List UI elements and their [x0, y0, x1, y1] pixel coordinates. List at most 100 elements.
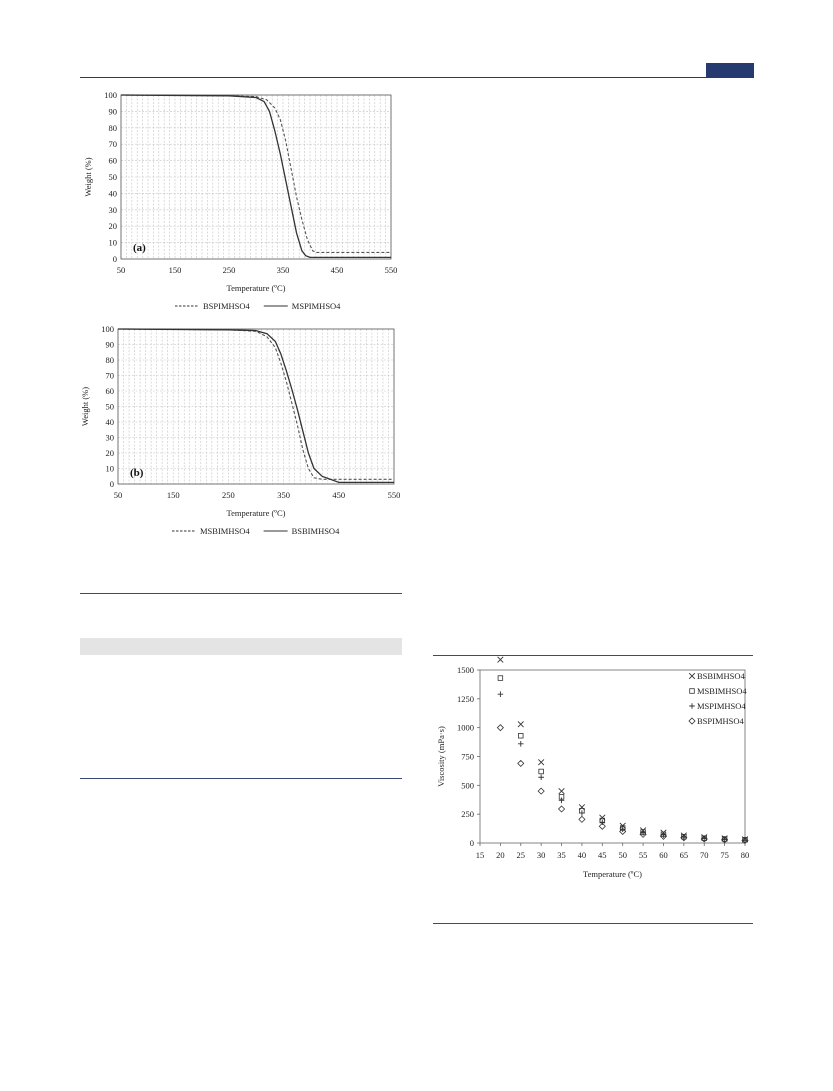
y-tick-label: 90: [106, 340, 115, 350]
series-line-msbimhso4: [117, 328, 394, 480]
x-tick-label: 150: [169, 265, 182, 275]
x-axis-label: Temperature (ºC): [227, 508, 286, 518]
y-tick-label: 40: [106, 417, 115, 427]
y-tick-label: 30: [106, 433, 115, 443]
legend-marker-mspimhso4: [689, 703, 695, 709]
figure-bottom-rule: [80, 593, 402, 594]
y-tick-label: 30: [109, 205, 118, 215]
y-tick-label: 70: [109, 139, 118, 149]
plot-frame: [117, 328, 395, 485]
legend-label-bsbimhso4: BSBIMHSO4: [292, 526, 340, 536]
x-tick-label: 35: [557, 850, 566, 860]
data-point-bsbimhso4: [578, 804, 586, 811]
data-point-mspimhso4: [538, 774, 544, 781]
panel-label: (a): [133, 242, 146, 254]
table-bottom-rule: [80, 778, 402, 779]
legend-label-bspimhso4: BSPIMHSO4: [697, 716, 745, 726]
tga-chart-b: 0 10 20 30 40 50 60 70 80 90 100 50 150 250 350 450 550 T…: [80, 324, 401, 536]
x-axis-label: Temperature (ºC): [227, 283, 286, 293]
y-tick-label: 100: [101, 324, 114, 334]
y-tick-label: 10: [109, 238, 118, 248]
y-tick-label: 500: [461, 780, 474, 790]
x-tick-label: 15: [476, 850, 485, 860]
legend-label-msbimhso4: MSBIMHSO4: [200, 526, 250, 536]
y-tick-label: 40: [109, 188, 118, 198]
x-tick-label: 350: [277, 490, 290, 500]
x-tick-label: 30: [537, 850, 546, 860]
series-line-bsbimhso4: [117, 328, 394, 484]
panel-label: (b): [130, 467, 144, 479]
y-axis-label: Weight (%): [83, 157, 93, 196]
data-point-bspimhso4: [700, 835, 708, 843]
plot-frame: [120, 94, 392, 260]
y-tick-label: 20: [109, 221, 118, 231]
viscosity-chart: 0 250 500 750 1000 1250 1500 15 20 25 30 35 40 45 50 55…: [436, 656, 750, 879]
y-tick-label: 1250: [457, 694, 474, 704]
y-tick-label: 80: [109, 123, 118, 133]
y-tick-label: 0: [113, 254, 117, 264]
data-point-mspimhso4: [579, 810, 585, 816]
data-point-mspimhso4: [558, 797, 565, 804]
viscosity-figure-bottom-rule: [433, 923, 753, 924]
y-tick-label: 50: [109, 172, 118, 182]
x-tick-label: 250: [223, 265, 236, 275]
x-tick-label: 550: [388, 490, 401, 500]
y-tick-label: 20: [106, 448, 115, 458]
data-point-bspimhso4: [741, 836, 749, 845]
x-tick-label: 20: [496, 850, 505, 860]
data-point-bsbimhso4: [599, 814, 606, 821]
data-point-mspimhso4: [497, 691, 504, 698]
x-tick-label: 75: [720, 850, 729, 860]
y-tick-label: 250: [461, 809, 474, 819]
x-tick-label: 80: [741, 850, 750, 860]
y-axis-label: Weight (%): [80, 387, 90, 426]
x-tick-label: 70: [700, 850, 709, 860]
y-tick-label: 100: [104, 90, 117, 100]
x-tick-label: 250: [222, 490, 235, 500]
data-point-bspimhso4: [517, 759, 525, 767]
data-point-bsbimhso4: [517, 721, 524, 728]
data-point-bsbimhso4: [538, 759, 545, 766]
y-tick-label: 80: [106, 355, 115, 365]
data-point-bspimhso4: [496, 724, 504, 732]
y-tick-label: 750: [461, 752, 474, 762]
x-tick-label: 40: [578, 850, 587, 860]
header-tab: [706, 63, 754, 78]
data-point-mspimhso4: [619, 826, 626, 832]
data-point-bspimhso4: [557, 805, 566, 813]
data-point-bspimhso4: [659, 832, 668, 840]
data-point-msbimhso4: [538, 768, 544, 775]
y-tick-label: 70: [106, 371, 115, 381]
x-tick-label: 450: [331, 265, 344, 275]
legend-marker-msbimhso4: [689, 688, 695, 694]
legend-label-bspimhso4: BSPIMHSO4: [203, 301, 251, 311]
legend-label-bsbimhso4: BSBIMHSO4: [697, 671, 745, 681]
legend-marker-bsbimhso4: [688, 672, 696, 680]
y-tick-label: 1000: [457, 723, 474, 733]
data-point-bspimhso4: [680, 834, 688, 842]
x-tick-label: 550: [385, 265, 398, 275]
viscosity-figure-top-rule: [433, 655, 753, 656]
x-tick-label: 25: [517, 850, 526, 860]
y-axis-label: Viscosity (mPa·s): [436, 726, 446, 787]
data-point-bspimhso4: [578, 815, 586, 823]
x-tick-label: 55: [639, 850, 648, 860]
y-tick-label: 90: [109, 106, 118, 116]
x-axis-label: Temperature (ºC): [583, 869, 642, 879]
legend-label-mspimhso4: MSPIMHSO4: [697, 701, 746, 711]
data-point-bspimhso4: [598, 822, 606, 830]
data-point-bspimhso4: [537, 787, 545, 795]
table-header-band: [80, 638, 402, 655]
data-point-mspimhso4: [517, 741, 524, 747]
series-line-mspimhso4: [120, 94, 391, 259]
data-point-msbimhso4: [518, 733, 524, 739]
header-rule: [80, 77, 754, 78]
data-point-mspimhso4: [599, 819, 606, 826]
legend-marker-bspimhso4: [688, 717, 696, 725]
x-tick-label: 50: [117, 265, 126, 275]
y-tick-label: 60: [109, 156, 118, 166]
data-point-bspimhso4: [639, 830, 647, 838]
legend-label-msbimhso4: MSBIMHSO4: [697, 686, 747, 696]
y-tick-label: 0: [470, 838, 474, 848]
x-tick-label: 350: [277, 265, 290, 275]
